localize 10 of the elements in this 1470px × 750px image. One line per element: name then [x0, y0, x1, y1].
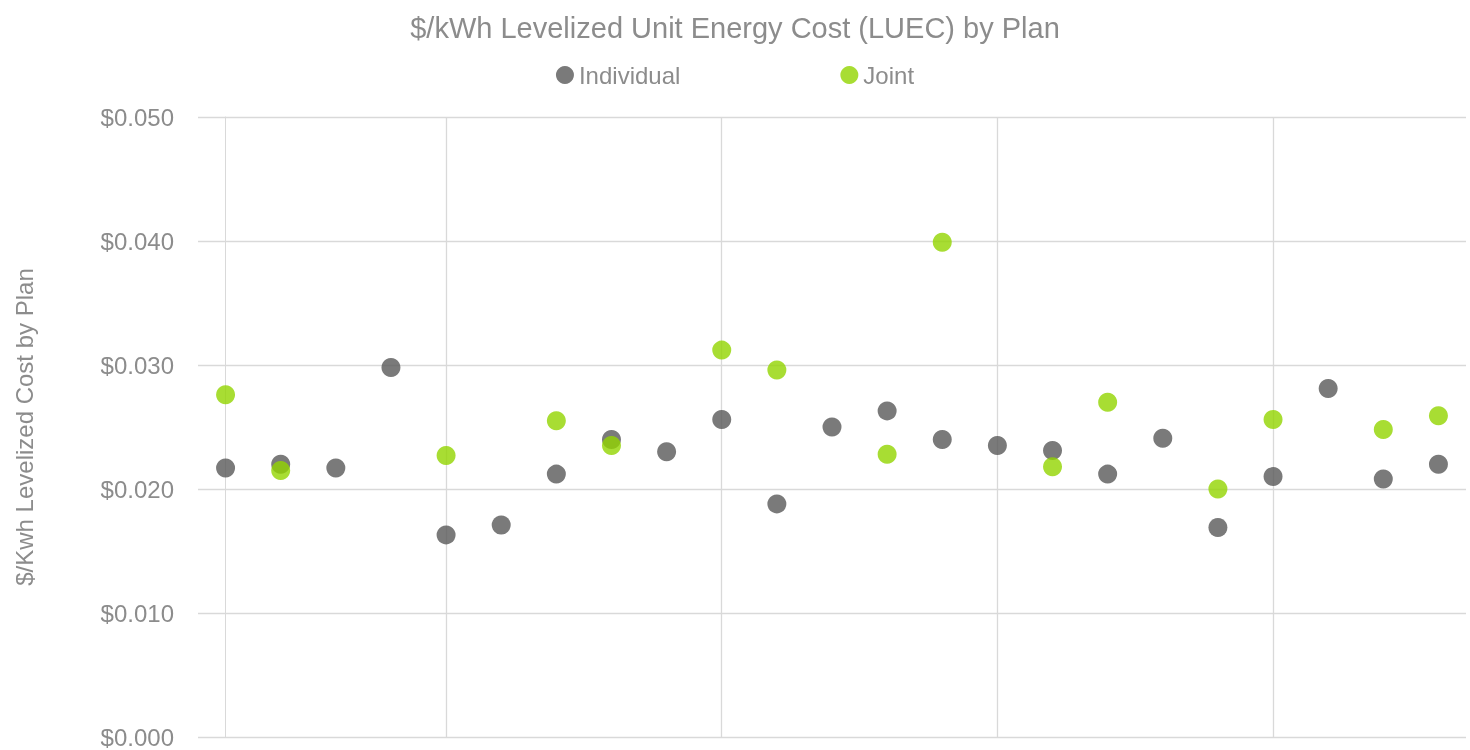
legend-label: Joint: [863, 61, 915, 89]
y-tick-label: $0.030: [100, 351, 174, 379]
legend-label: Individual: [578, 61, 681, 89]
y-tick-label: $0.000: [100, 723, 174, 750]
chart-title: $/kWh Levelized Unit Energy Cost (LUEC) by Plan: [410, 11, 1060, 44]
y-tick-label: $0.050: [100, 103, 174, 131]
y-tick-label: $0.020: [100, 475, 174, 503]
y-tick-label: $0.010: [100, 599, 174, 627]
y-tick-label: $0.040: [100, 227, 174, 255]
y-axis-title: $/Kwh Levelized Cost by Plan: [10, 268, 38, 586]
